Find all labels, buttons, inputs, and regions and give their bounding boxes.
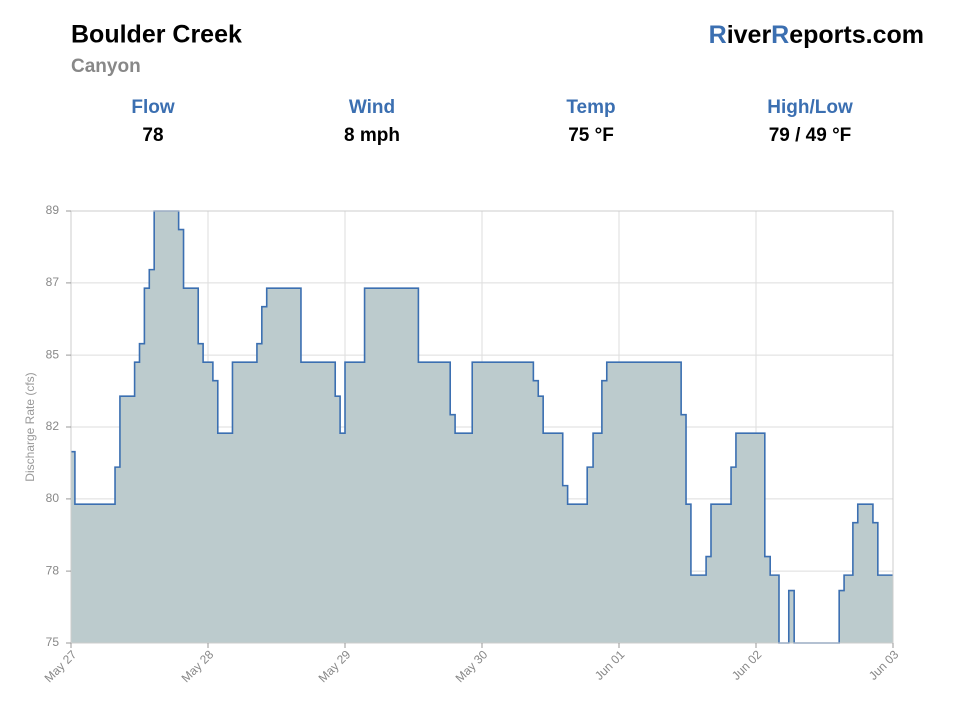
- y-tick-label: 87: [46, 275, 60, 289]
- stat-value: 79 / 49 °F: [769, 125, 852, 146]
- title: Boulder Creek: [71, 21, 242, 49]
- stat-label: High/Low: [767, 97, 853, 118]
- brand: RiverReports.com: [709, 21, 924, 49]
- y-tick-label: 89: [46, 203, 60, 217]
- brand-part: R: [709, 21, 727, 49]
- x-tick-label: May 28: [179, 647, 217, 685]
- y-tick-label: 80: [46, 491, 60, 505]
- x-tick-label: Jun 01: [592, 647, 628, 683]
- y-tick-label: 82: [46, 419, 60, 433]
- stat-value: 75 °F: [568, 125, 614, 146]
- y-axis-label: Discharge Rate (cfs): [23, 372, 37, 481]
- stats: Flow 78 Wind 8 mph Temp 75 °F High/Low 7…: [131, 97, 853, 146]
- x-tick-label: May 30: [453, 647, 491, 685]
- stat-label: Temp: [566, 97, 615, 118]
- subtitle: Canyon: [71, 56, 141, 77]
- brand-part: eports.com: [789, 21, 924, 49]
- x-tick-label: Jun 02: [729, 647, 765, 683]
- brand-part: iver: [727, 21, 772, 49]
- x-tick-label: May 29: [316, 647, 354, 685]
- y-tick-label: 75: [46, 635, 60, 649]
- x-tick-label: Jun 03: [866, 647, 902, 683]
- y-tick-label: 85: [46, 347, 60, 361]
- area: [71, 211, 893, 643]
- brand-part: R: [771, 21, 789, 49]
- y-tick-label: 78: [46, 563, 60, 577]
- stat-value: 8 mph: [344, 125, 400, 146]
- stat-value: 78: [142, 125, 163, 146]
- stat-label: Wind: [349, 97, 395, 118]
- line: [71, 210, 893, 644]
- x-tick-label: May 27: [42, 647, 80, 685]
- stat-label: Flow: [131, 97, 174, 118]
